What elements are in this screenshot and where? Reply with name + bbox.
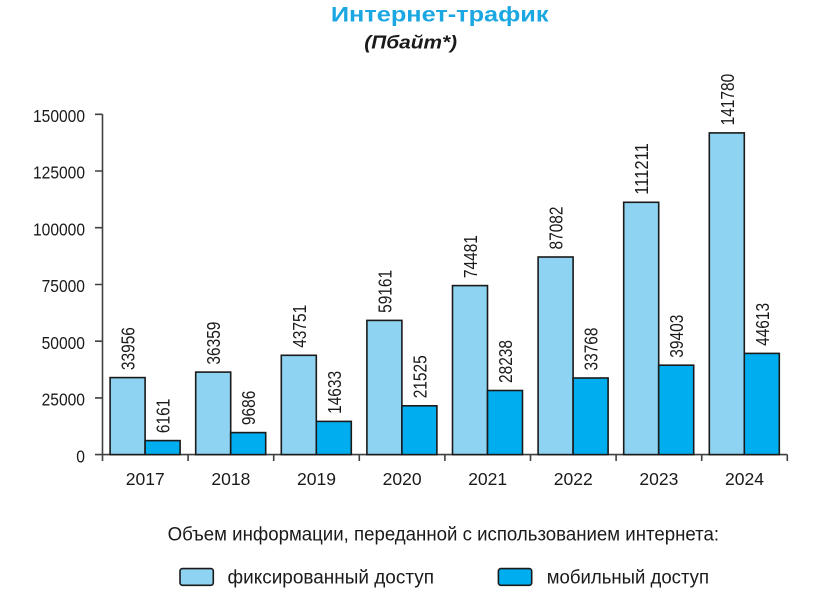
svg-text:2017: 2017 (126, 469, 165, 489)
svg-text:44613: 44613 (752, 303, 773, 346)
svg-text:2024: 2024 (725, 469, 764, 489)
svg-text:9686: 9686 (238, 391, 259, 425)
svg-text:Интернет-трафик: Интернет-трафик (331, 3, 549, 26)
svg-text:28238: 28238 (495, 340, 516, 383)
svg-text:100000: 100000 (33, 219, 85, 239)
svg-text:75000: 75000 (42, 276, 86, 296)
svg-text:43751: 43751 (289, 305, 310, 348)
svg-text:14633: 14633 (324, 371, 345, 414)
svg-text:141780: 141780 (717, 74, 738, 126)
svg-text:33768: 33768 (581, 328, 602, 371)
svg-text:2020: 2020 (383, 469, 422, 489)
svg-text:39403: 39403 (666, 315, 687, 358)
svg-text:2021: 2021 (468, 469, 507, 489)
svg-text:2022: 2022 (554, 469, 593, 489)
svg-text:фиксированный доступ: фиксированный доступ (228, 568, 435, 589)
svg-text:36359: 36359 (203, 322, 224, 365)
svg-text:87082: 87082 (546, 207, 567, 250)
svg-text:111211: 111211 (631, 143, 652, 195)
svg-text:2023: 2023 (639, 469, 678, 489)
svg-text:150000: 150000 (33, 106, 85, 126)
svg-text:2019: 2019 (297, 469, 336, 489)
svg-text:33956: 33956 (118, 327, 139, 370)
svg-text:59161: 59161 (374, 270, 395, 313)
svg-text:(Пбайт*): (Пбайт*) (364, 31, 457, 52)
svg-text:мобильный доступ: мобильный доступ (547, 568, 709, 589)
svg-text:50000: 50000 (42, 333, 86, 353)
svg-text:125000: 125000 (33, 163, 85, 183)
svg-text:2018: 2018 (211, 469, 250, 489)
svg-text:0: 0 (76, 446, 85, 466)
svg-text:6161: 6161 (153, 399, 174, 433)
svg-text:21525: 21525 (409, 355, 430, 398)
svg-text:25000: 25000 (42, 390, 86, 410)
svg-text:74481: 74481 (460, 235, 481, 278)
svg-text:Объем информации, переданной с: Объем информации, переданной с использов… (168, 525, 719, 546)
